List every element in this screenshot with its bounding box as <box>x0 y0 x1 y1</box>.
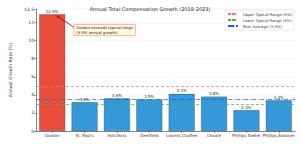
svg-text:Hotchkiss: Hotchkiss <box>107 133 126 138</box>
svg-text:12: 12 <box>28 20 34 25</box>
svg-text:2.3%: 2.3% <box>241 105 251 110</box>
svg-text:13.5: 13.5 <box>24 7 34 12</box>
svg-text:3.4%: 3.4% <box>274 95 284 100</box>
svg-text:6: 6 <box>31 74 34 79</box>
svg-text:(3-5% annual growth): (3-5% annual growth) <box>76 30 118 35</box>
svg-text:10: 10 <box>28 38 34 43</box>
svg-text:Loomis Chaffee: Loomis Chaffee <box>166 133 197 138</box>
svg-text:2: 2 <box>31 110 34 115</box>
svg-text:Upper Typical Range (5%): Upper Typical Range (5%) <box>243 12 293 17</box>
svg-text:3.8%: 3.8% <box>209 91 219 96</box>
svg-text:Annual Growth Rate (%): Annual Growth Rate (%) <box>8 43 13 98</box>
svg-text:0: 0 <box>31 129 34 134</box>
svg-text:Lower Typical Range (3%): Lower Typical Range (3%) <box>243 18 292 23</box>
svg-text:Peer Average (3.5%): Peer Average (3.5%) <box>243 24 283 29</box>
svg-text:12.9%: 12.9% <box>46 9 59 14</box>
svg-text:4: 4 <box>31 92 34 97</box>
svg-text:Gordon exceeds typical range: Gordon exceeds typical range <box>76 25 133 31</box>
svg-text:St. Paul's: St. Paul's <box>75 133 93 138</box>
svg-text:Gordon: Gordon <box>45 133 60 138</box>
svg-text:Choate: Choate <box>207 133 222 138</box>
svg-text:3.2%: 3.2% <box>79 97 89 102</box>
svg-text:3.5%: 3.5% <box>144 94 154 99</box>
svg-text:Annual Total Compensation Grow: Annual Total Compensation Growth (2018-2… <box>90 6 211 13</box>
svg-text:3.6%: 3.6% <box>112 93 122 98</box>
svg-text:4.1%: 4.1% <box>177 88 187 93</box>
svg-text:Deerfield: Deerfield <box>140 133 159 138</box>
svg-text:Phillips Exeter: Phillips Exeter <box>232 133 261 138</box>
svg-text:8: 8 <box>31 56 34 61</box>
svg-text:Phillips Andover: Phillips Andover <box>263 133 295 138</box>
